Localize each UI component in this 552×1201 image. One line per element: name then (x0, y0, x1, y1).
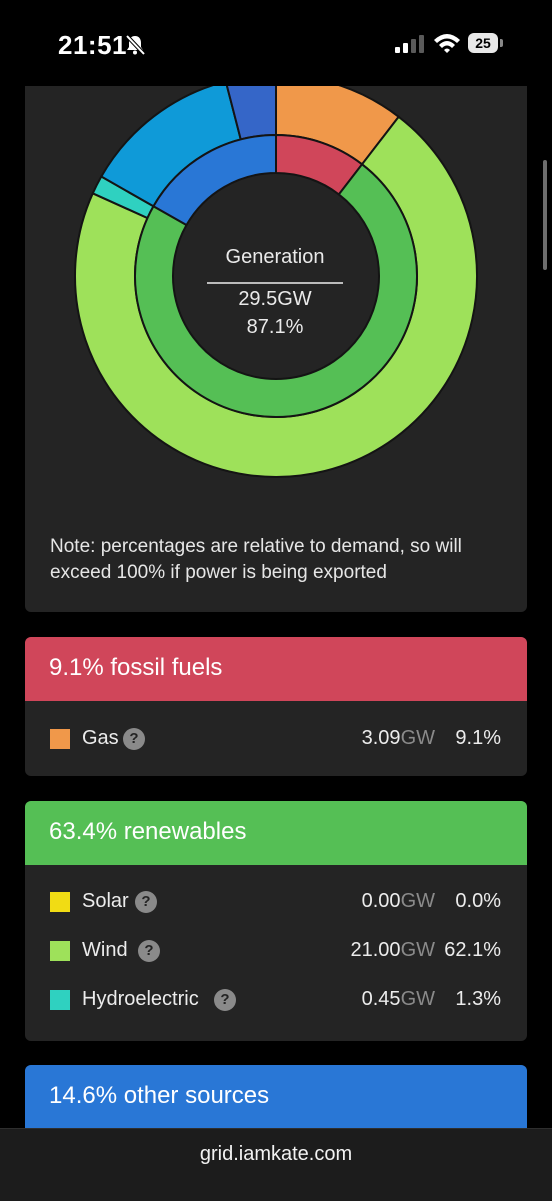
source-row-wind: Wind ? 21.00GW 62.1% (25, 931, 527, 971)
inner-slice-renewables (134, 162, 418, 418)
other-sources-header: 14.6% other sources (25, 1065, 527, 1129)
bell-muted-icon (125, 34, 146, 56)
source-row-hydroelectric: Hydroelectric ? 0.45GW 1.3% (25, 980, 527, 1020)
renewables-card: 63.4% renewables Solar ? 0.00GW 0.0% Win… (25, 801, 527, 1041)
wind-swatch (50, 941, 70, 961)
status-bar: 21:51 25 (0, 0, 552, 86)
chart-center-divider (207, 282, 343, 284)
url-text[interactable]: grid.iamkate.com (199, 1143, 353, 1165)
generation-chart-card: Generation 29.5GW 87.1% Note: percentage… (25, 86, 527, 612)
fossil-fuels-title: 9.1% fossil fuels (49, 654, 223, 681)
other-sources-title: 14.6% other sources (49, 1082, 270, 1109)
solar-help-icon[interactable]: ? (135, 891, 157, 913)
hydroelectric-help-icon[interactable]: ? (214, 989, 236, 1011)
gas-help-icon[interactable]: ? (123, 728, 145, 750)
renewables-title: 63.4% renewables (49, 818, 247, 845)
fossil-fuels-header: 9.1% fossil fuels (25, 637, 527, 701)
generation-donut-chart (74, 86, 478, 478)
solar-swatch (50, 892, 70, 912)
solar-label: Solar (82, 890, 129, 912)
cellular-signal-icon (395, 35, 424, 53)
chart-center-value: 29.5GW (238, 288, 312, 310)
gas-percent: 9.1% (455, 727, 501, 749)
status-time: 21:51 (58, 30, 127, 60)
source-row-solar: Solar ? 0.00GW 0.0% (25, 882, 527, 922)
chart-note: Note: percentages are relative to demand… (50, 536, 462, 583)
renewables-header: 63.4% renewables (25, 801, 527, 865)
battery-level: 25 (468, 33, 498, 53)
wifi-icon (434, 34, 460, 53)
hydroelectric-percent: 1.3% (455, 988, 501, 1010)
wind-percent: 62.1% (444, 939, 501, 961)
hydroelectric-gw: 0.45GW (361, 988, 435, 1010)
fossil-fuels-card: 9.1% fossil fuels Gas ? 3.09GW 9.1% (25, 637, 527, 776)
scrollbar[interactable] (543, 160, 547, 270)
inner-slice-other-sources (152, 133, 277, 227)
gas-label: Gas (82, 727, 119, 749)
wind-help-icon[interactable]: ? (138, 940, 160, 962)
solar-gw: 0.00GW (361, 890, 435, 912)
hydroelectric-label: Hydroelectric (82, 988, 199, 1010)
gas-swatch (50, 729, 70, 749)
solar-percent: 0.0% (455, 890, 501, 912)
hydroelectric-swatch (50, 990, 70, 1010)
wind-label: Wind (82, 939, 128, 961)
browser-address-bar[interactable]: grid.iamkate.com (0, 1128, 552, 1201)
chart-center-percent: 87.1% (246, 316, 304, 338)
battery-icon: 25 (468, 33, 504, 55)
chart-center-title: Generation (225, 246, 325, 268)
wind-gw: 21.00GW (350, 939, 436, 961)
gas-gw: 3.09GW (361, 727, 435, 749)
source-row-gas: Gas ? 3.09GW 9.1% (25, 719, 527, 759)
